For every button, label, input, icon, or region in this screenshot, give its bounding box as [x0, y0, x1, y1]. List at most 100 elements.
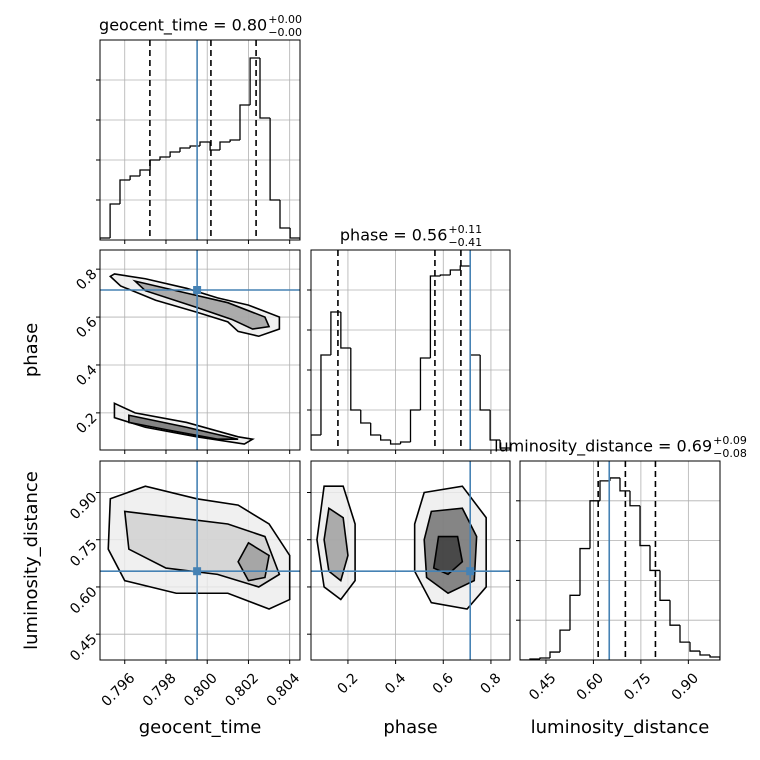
- truth-marker: [193, 286, 202, 294]
- histogram-step: [239, 104, 251, 140]
- histogram-step: [119, 179, 131, 204]
- x-tick-label: 0.90: [669, 670, 702, 703]
- histogram-step: [279, 200, 291, 229]
- histogram-step: [479, 355, 491, 411]
- histogram-step: [289, 228, 300, 240]
- histogram-step: [340, 312, 351, 349]
- histogram-step: [429, 275, 441, 358]
- title-lower: −0.08: [713, 447, 747, 460]
- y-tick-label: 0.90: [67, 490, 100, 523]
- x-tick-label: 0.45: [526, 670, 559, 703]
- x-tick-label: 0.75: [621, 670, 654, 703]
- histogram-step: [599, 480, 610, 501]
- histogram-step: [569, 594, 580, 631]
- contour: [323, 506, 349, 583]
- x-axis-label: phase: [383, 717, 437, 738]
- x-tick-label: 0.804: [264, 670, 304, 710]
- histogram-step: [249, 57, 260, 105]
- x-tick-label: 0.8: [477, 670, 504, 697]
- histogram-step: [139, 169, 151, 176]
- histogram-step: [539, 657, 550, 660]
- histogram-step: [370, 423, 381, 436]
- histogram-step: [409, 409, 421, 442]
- title-upper: +0.09: [713, 434, 747, 447]
- histogram-step: [169, 151, 180, 157]
- histogram-step: [399, 441, 411, 444]
- histogram-step: [129, 175, 140, 180]
- histogram-step: [689, 642, 700, 652]
- histogram-title: luminosity_distance = 0.69: [494, 437, 712, 457]
- panel-frame: [99, 249, 301, 451]
- y-axis-label: luminosity_distance: [21, 471, 42, 650]
- histogram-step: [589, 500, 600, 549]
- histogram-step: [489, 410, 501, 441]
- histogram-step: [619, 477, 630, 492]
- title-lower: −0.41: [448, 236, 482, 249]
- y-tick-label: 0.45: [67, 631, 100, 664]
- title-upper: +0.11: [448, 223, 482, 236]
- histogram-step: [709, 655, 720, 660]
- histogram-step: [311, 434, 321, 450]
- histogram-step: [199, 141, 211, 146]
- histogram-step: [629, 490, 640, 507]
- panel-frame: [519, 460, 721, 661]
- histogram-step: [669, 600, 680, 626]
- histogram-step: [109, 203, 120, 238]
- histogram-title: phase = 0.56: [340, 226, 447, 245]
- x-tick-label: 0.800: [181, 670, 221, 710]
- histogram-step: [559, 629, 570, 653]
- title-lower: −0.00: [268, 26, 302, 39]
- x-tick-label: 0.2: [334, 670, 361, 697]
- histogram-step: [419, 357, 431, 410]
- x-tick-label: 0.802: [222, 670, 262, 710]
- histogram-step: [179, 147, 191, 152]
- y-tick-label: 0.2: [73, 410, 100, 437]
- y-tick-label: 0.6: [73, 314, 100, 341]
- histogram-step: [330, 311, 341, 355]
- histogram-step: [100, 237, 111, 240]
- x-tick-label: 0.798: [140, 670, 180, 710]
- histogram-step: [659, 570, 670, 601]
- histogram-step: [609, 477, 620, 481]
- histogram-step: [209, 142, 220, 151]
- histogram-step: [189, 145, 200, 148]
- histogram-step: [149, 159, 160, 170]
- histogram-step: [469, 266, 481, 356]
- histogram-step: [350, 348, 361, 411]
- y-tick-label: 0.8: [73, 266, 100, 293]
- x-axis-label: geocent_time: [139, 717, 262, 738]
- histogram-step: [380, 435, 391, 441]
- histogram-step: [159, 156, 171, 160]
- histogram-step: [449, 269, 461, 275]
- histogram-step: [360, 410, 371, 424]
- y-tick-label: 0.4: [73, 362, 100, 389]
- panel-frame: [310, 460, 511, 661]
- panel-frame: [99, 460, 301, 661]
- histogram-step: [459, 265, 471, 270]
- truth-marker: [193, 567, 202, 576]
- x-tick-label: 0.60: [574, 670, 607, 703]
- histogram-step: [499, 440, 510, 450]
- x-tick-label: 0.4: [382, 670, 409, 697]
- y-tick-label: 0.60: [67, 584, 100, 617]
- histogram-title: geocent_time = 0.80: [99, 16, 267, 36]
- histogram-step: [269, 118, 280, 201]
- contour: [128, 414, 239, 441]
- histogram-step: [639, 505, 650, 547]
- truth-marker: [466, 567, 475, 576]
- histogram-step: [439, 274, 451, 276]
- histogram-step: [549, 651, 560, 659]
- title-upper: +0.00: [268, 13, 302, 26]
- histogram-step: [579, 547, 590, 596]
- panel-frame: [310, 249, 511, 451]
- histogram-step: [679, 625, 690, 643]
- y-axis-label: phase: [21, 323, 42, 377]
- x-tick-label: 0.796: [99, 670, 139, 710]
- contour: [432, 535, 464, 576]
- contour: [132, 279, 271, 330]
- histogram-step: [219, 141, 231, 150]
- histogram-step: [649, 545, 660, 572]
- histogram-step: [229, 139, 240, 142]
- x-axis-label: luminosity_distance: [531, 717, 710, 738]
